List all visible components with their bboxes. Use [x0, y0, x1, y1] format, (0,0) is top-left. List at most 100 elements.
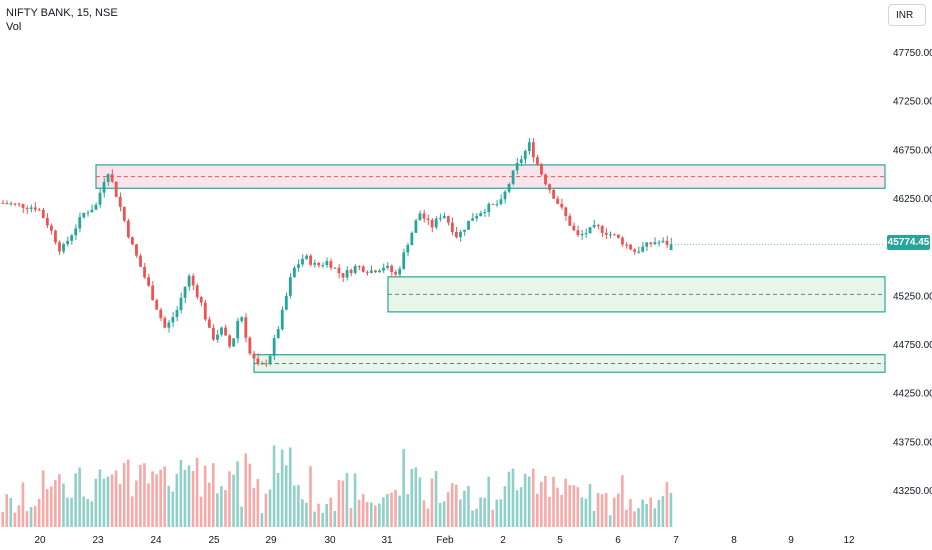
- candle-body: [617, 234, 620, 238]
- candle-body: [126, 220, 130, 238]
- volume-bar: [479, 497, 482, 527]
- volume-bar: [438, 503, 442, 527]
- volume-bar: [98, 469, 102, 527]
- candle-body: [475, 216, 479, 219]
- volume-bar: [252, 487, 256, 527]
- volume-bar: [386, 493, 389, 527]
- volume-bar: [536, 493, 539, 527]
- volume-bar: [422, 500, 426, 527]
- volume-bar: [527, 476, 531, 527]
- volume-bar: [430, 478, 434, 527]
- volume-bar: [341, 480, 345, 527]
- candle-body: [572, 225, 576, 231]
- volume-bar: [487, 476, 490, 527]
- candle-body: [353, 266, 357, 273]
- volume-bar: [224, 490, 227, 527]
- volume-bar: [212, 463, 215, 527]
- price-axis-label: 45250.00: [893, 291, 932, 302]
- volume-bar: [82, 496, 85, 527]
- candle-body: [212, 327, 215, 340]
- volume-bar: [369, 502, 373, 527]
- candle-body: [479, 213, 483, 217]
- candle-body: [240, 317, 244, 321]
- time-axis-label: 8: [731, 535, 737, 546]
- candle-body: [584, 233, 588, 235]
- currency-button[interactable]: INR: [888, 4, 926, 26]
- time-axis-label: Feb: [436, 535, 454, 546]
- volume-bar: [74, 473, 77, 527]
- volume-bar: [159, 469, 162, 527]
- candle-body: [90, 209, 94, 213]
- candle-body: [531, 142, 535, 158]
- volume-bar: [114, 470, 118, 527]
- candle-body: [637, 251, 641, 253]
- symbol-title: NIFTY BANK, 15, NSE: [6, 7, 118, 19]
- candle-body: [183, 286, 187, 298]
- price-axis-label: 43750.00: [893, 437, 932, 448]
- candle-body: [171, 317, 175, 323]
- candle-body: [511, 170, 515, 184]
- volume-bar: [313, 511, 316, 527]
- volume-bar: [33, 505, 37, 527]
- candle-body: [317, 262, 321, 266]
- volume-bar: [45, 489, 49, 527]
- volume-bar: [305, 502, 308, 527]
- volume-bar: [374, 505, 377, 527]
- candle-body: [365, 271, 369, 273]
- volume-bar: [143, 463, 146, 527]
- candle-body: [135, 244, 138, 256]
- volume-bar: [155, 474, 158, 527]
- candle-body: [17, 203, 21, 205]
- volume-bar: [641, 499, 644, 527]
- volume-bar: [568, 485, 571, 527]
- volume-bar: [183, 469, 187, 527]
- volume-bar: [519, 487, 523, 527]
- volume-bar: [301, 499, 304, 527]
- candle-body: [25, 207, 29, 209]
- candle-body: [244, 317, 248, 338]
- volume-bar: [450, 483, 454, 527]
- candle-body: [284, 295, 288, 310]
- volume-bar: [62, 483, 65, 527]
- candle-body: [450, 222, 454, 233]
- candle-body: [487, 203, 491, 212]
- volume-bar: [471, 510, 474, 527]
- volume-bar: [552, 476, 555, 527]
- candle-layer: [1, 137, 885, 368]
- candle-body: [422, 213, 426, 219]
- candle-body: [446, 216, 450, 223]
- volume-bar: [171, 491, 175, 527]
- volume-bar: [37, 498, 41, 527]
- volume-bar: [21, 482, 25, 527]
- volume-bar: [139, 464, 142, 527]
- volume-bar: [629, 499, 632, 527]
- volume-bar: [608, 515, 612, 527]
- volume-bar: [637, 508, 640, 527]
- candle-body: [503, 191, 507, 200]
- volume-bar: [5, 494, 9, 527]
- time-axis-label: 6: [615, 535, 621, 546]
- volume-bar: [390, 492, 393, 527]
- candle-body: [471, 218, 474, 221]
- volume-bar: [248, 463, 252, 527]
- candle-body: [256, 358, 260, 364]
- volume-bar: [361, 493, 365, 527]
- volume-bar: [600, 494, 604, 527]
- candle-body: [349, 270, 353, 273]
- volume-bar: [66, 497, 69, 527]
- volume-bar: [29, 507, 33, 527]
- volume-bar: [272, 445, 276, 527]
- candle-body: [29, 207, 33, 209]
- volume-bar: [118, 484, 122, 527]
- volume-bar: [588, 484, 592, 527]
- volume-bar: [317, 503, 320, 527]
- candle-body: [131, 237, 134, 245]
- candle-body: [321, 265, 325, 267]
- candle-body: [58, 242, 61, 252]
- candle-body: [236, 320, 240, 339]
- volume-bar: [9, 498, 13, 527]
- volume-bar: [503, 486, 507, 527]
- volume-bar: [329, 497, 333, 527]
